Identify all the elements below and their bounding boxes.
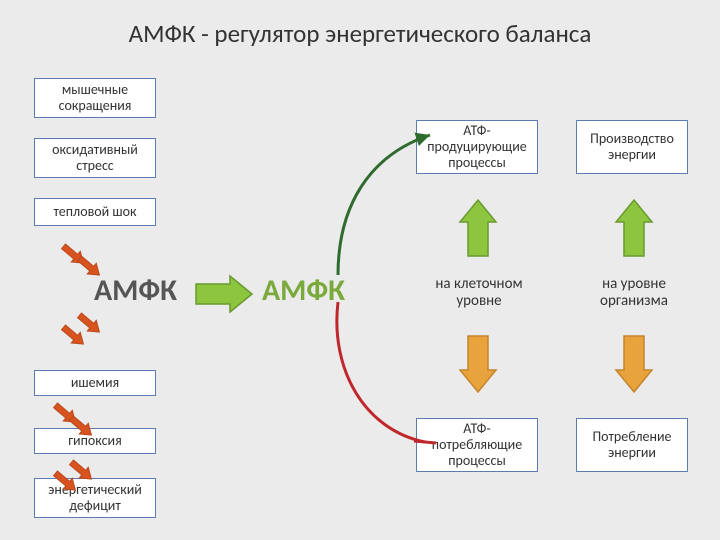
ampk-label-left: АМФК	[94, 272, 177, 309]
info-box: гипоксия	[34, 428, 156, 454]
info-box: АТФ-потребляющие процессы	[416, 418, 538, 472]
info-box: тепловой шок	[34, 198, 156, 226]
info-box: ишемия	[34, 370, 156, 396]
info-box: АТФ-продуцирующие процессы	[416, 120, 538, 174]
small-arrow	[51, 400, 80, 427]
info-box: Производство энергии	[576, 120, 688, 174]
info-box: оксидативный стресс	[34, 138, 156, 178]
block-arrow	[460, 200, 496, 256]
block-arrow	[616, 200, 652, 256]
axis-label: на клеточном уровне	[424, 276, 534, 311]
block-arrow	[616, 336, 652, 392]
small-arrow	[59, 241, 88, 268]
info-box: Потребление энергии	[576, 418, 688, 472]
block-arrow	[196, 276, 252, 312]
ampk-label-right: АМФК	[262, 272, 345, 309]
inhibit-curve	[337, 302, 425, 442]
axis-label: на уровне организма	[584, 276, 684, 311]
small-arrow	[59, 322, 88, 349]
small-arrow	[75, 310, 104, 337]
info-box: энергетический дефицит	[34, 478, 156, 518]
info-box: мышечные сокращения	[34, 78, 156, 118]
page-title: АМФК - регулятор энергетического баланса	[0, 18, 720, 49]
block-arrow	[460, 336, 496, 392]
